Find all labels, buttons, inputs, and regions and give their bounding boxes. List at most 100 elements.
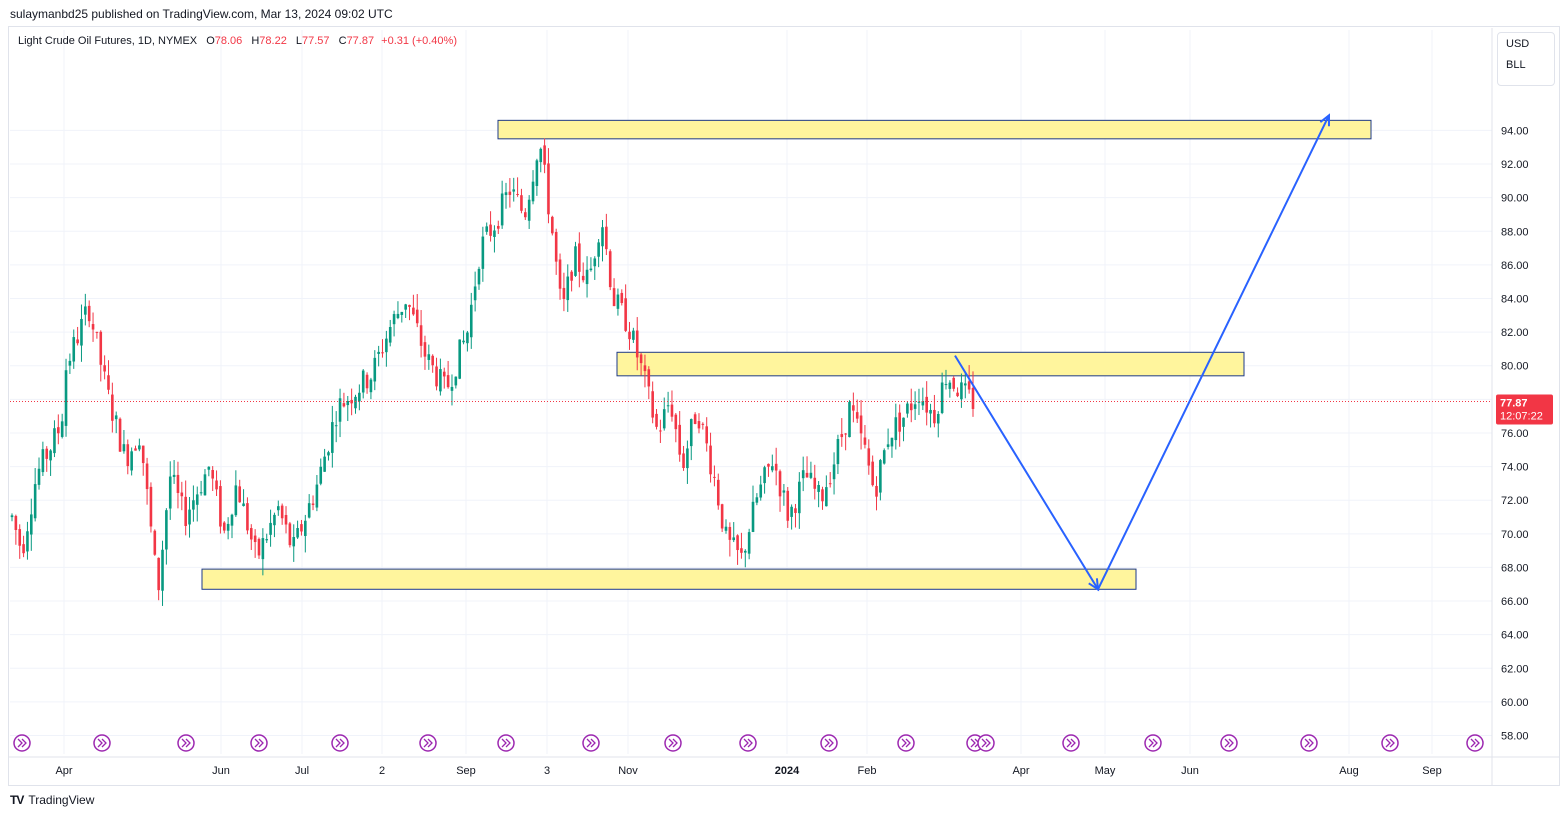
candle-body: [431, 355, 434, 366]
chart-pane[interactable]: [8, 26, 1560, 786]
event-icon[interactable]: [13, 734, 31, 752]
projection-arrow: [954, 113, 1331, 592]
candle-body: [554, 231, 558, 262]
candle-body: [493, 230, 496, 237]
candle-body: [894, 417, 898, 441]
candle-body: [300, 524, 303, 532]
candle-body: [84, 306, 87, 315]
event-icon-chevrons: [1224, 738, 1234, 748]
candle-body: [358, 392, 361, 402]
candle-body: [334, 425, 338, 427]
high-value: 78.22: [259, 35, 287, 47]
event-icon[interactable]: [1300, 734, 1318, 752]
candle-body: [867, 448, 871, 466]
candle-body: [879, 460, 882, 493]
candle-body: [971, 387, 975, 409]
footer-brand[interactable]: TV TradingView: [10, 793, 94, 807]
candle-body: [315, 484, 319, 508]
candle-body: [68, 360, 72, 366]
candle-body: [778, 471, 782, 497]
event-icon[interactable]: [664, 734, 682, 752]
candle-body: [234, 485, 238, 516]
candle-body: [693, 414, 697, 424]
candle-body: [408, 304, 411, 307]
price-badge-countdown: 12:07:22: [1500, 411, 1543, 423]
candle-body: [967, 381, 971, 390]
event-icon[interactable]: [1062, 734, 1080, 752]
arrowhead-down: [1088, 578, 1100, 592]
time-tick-label: Sep: [456, 765, 476, 777]
candle-body: [551, 216, 554, 234]
candle-body: [122, 444, 126, 452]
event-icon[interactable]: [1144, 734, 1162, 752]
candle-body: [678, 424, 681, 455]
candle-body: [786, 490, 790, 521]
unit-label[interactable]: BLL: [1506, 59, 1526, 71]
candle-body: [33, 484, 37, 519]
candle-body: [400, 311, 404, 315]
candle-body: [392, 314, 396, 325]
candle-body: [304, 520, 307, 537]
candle-body: [628, 331, 631, 340]
event-icon[interactable]: [250, 734, 268, 752]
candle-body: [651, 391, 654, 418]
price-tick-label: 80.00: [1501, 361, 1529, 373]
symbol-legend: Light Crude Oil Futures, 1D, NYMEX O78.0…: [18, 35, 457, 47]
candle-body: [632, 330, 635, 340]
candle-body: [107, 375, 110, 390]
candle-body: [273, 514, 276, 526]
event-icon[interactable]: [497, 734, 515, 752]
event-icon-chevrons: [586, 738, 596, 748]
event-icon-chevrons: [901, 738, 911, 748]
candle-body: [666, 405, 670, 407]
event-icon[interactable]: [1220, 734, 1238, 752]
event-icon[interactable]: [177, 734, 195, 752]
candle-body: [882, 450, 886, 464]
candle-body: [844, 433, 847, 435]
event-icon-chevrons: [824, 738, 834, 748]
candle-body: [840, 434, 844, 438]
candle-body: [381, 352, 384, 354]
event-icon[interactable]: [977, 734, 995, 752]
low-value: 77.57: [302, 35, 330, 47]
event-icon[interactable]: [582, 734, 600, 752]
candle-body: [57, 427, 60, 434]
event-icon[interactable]: [1381, 734, 1399, 752]
candle-body: [686, 448, 689, 469]
event-icon[interactable]: [820, 734, 838, 752]
event-icon[interactable]: [419, 734, 437, 752]
price-tick-label: 70.00: [1501, 529, 1529, 541]
currency-label[interactable]: USD: [1506, 38, 1530, 50]
candle-body: [662, 409, 666, 429]
candle-body: [192, 500, 195, 510]
event-icon[interactable]: [331, 734, 349, 752]
candle-body: [605, 226, 608, 250]
candle-body: [29, 514, 33, 535]
candle-body: [898, 412, 901, 432]
candle-body: [277, 506, 280, 511]
candle-body: [481, 236, 485, 269]
event-icon-chevrons: [743, 738, 753, 748]
event-icon[interactable]: [1466, 734, 1484, 752]
candle-body: [670, 404, 674, 417]
event-icon[interactable]: [93, 734, 111, 752]
candle-body: [701, 423, 705, 425]
candle-body: [809, 472, 813, 478]
candle-body: [172, 474, 176, 477]
candle-body: [489, 224, 492, 236]
event-icon-chevrons: [1470, 738, 1480, 748]
price-tick-label: 60.00: [1501, 697, 1529, 709]
candle-body: [311, 503, 315, 505]
candle-body: [450, 386, 454, 391]
candle-body: [26, 531, 29, 552]
currency-unit-box[interactable]: USD BLL: [1497, 32, 1555, 86]
event-icon-chevrons: [501, 738, 511, 748]
event-icon[interactable]: [897, 734, 915, 752]
candle-body: [95, 331, 99, 333]
candle-body: [288, 523, 292, 546]
zone-resistance: [497, 119, 1372, 140]
candle-body: [157, 557, 160, 591]
event-icon[interactable]: [739, 734, 757, 752]
